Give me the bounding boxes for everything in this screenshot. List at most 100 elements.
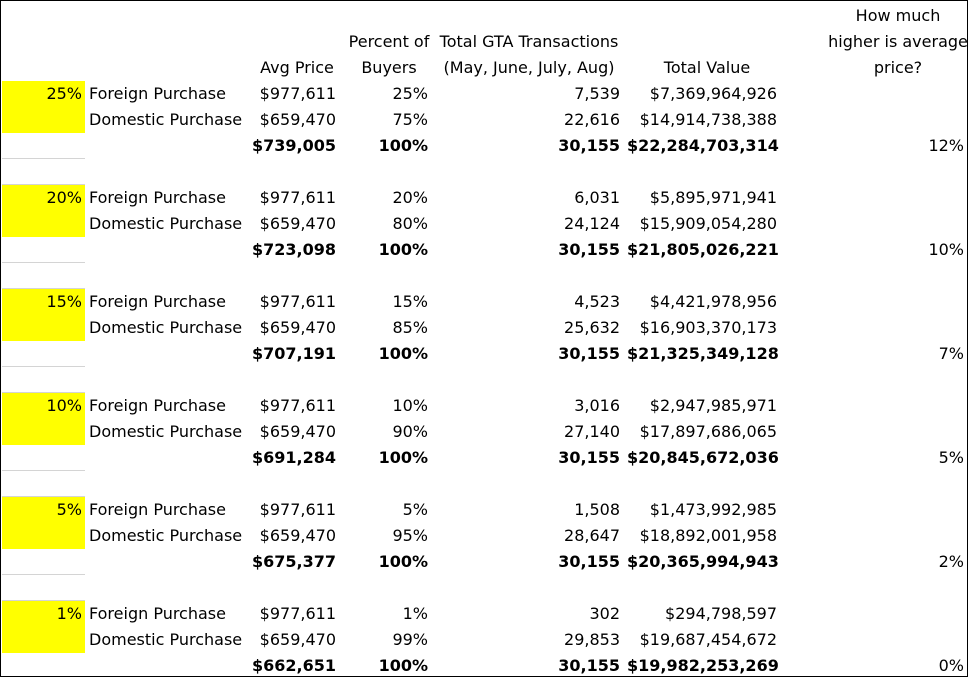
total-value-cell: $17,897,686,065 (639, 422, 777, 441)
higher-price-percent: 2% (938, 552, 964, 571)
higher-price-percent: 0% (938, 656, 964, 675)
total-transactions: 30,155 (558, 136, 620, 155)
row-divider (2, 288, 85, 289)
row-divider (2, 184, 85, 185)
avg-price-cell: $659,470 (259, 422, 336, 441)
total-transactions: 30,155 (558, 448, 620, 467)
header-transactions-line2: (May, June, July, Aug) (443, 58, 615, 77)
total-value-cell: $15,909,054,280 (639, 214, 777, 233)
transactions-cell: 1,508 (574, 500, 620, 519)
total-value-cell: $16,903,370,173 (639, 318, 777, 337)
total-avg-price: $662,651 (251, 656, 336, 675)
row-divider (2, 574, 85, 575)
transactions-cell: 7,539 (574, 84, 620, 103)
avg-price-cell: $977,611 (259, 292, 336, 311)
transactions-cell: 4,523 (574, 292, 620, 311)
avg-price-cell: $977,611 (259, 396, 336, 415)
higher-price-percent: 10% (928, 240, 964, 259)
row-divider (2, 366, 85, 367)
transactions-cell: 24,124 (564, 214, 620, 233)
avg-price-cell: $659,470 (259, 110, 336, 129)
header-percent-line2: Buyers (361, 58, 417, 77)
total-value: $20,845,672,036 (627, 448, 779, 467)
total-transactions: 30,155 (558, 344, 620, 363)
total-percent: 100% (378, 136, 428, 155)
row-label: Foreign Purchase (89, 500, 226, 519)
header-total-value: Total Value (663, 58, 751, 77)
transactions-cell: 27,140 (564, 422, 620, 441)
scenario-highlight (2, 497, 85, 549)
row-label: Domestic Purchase (89, 318, 243, 337)
percent-cell: 20% (392, 188, 428, 207)
percent-cell: 1% (402, 604, 428, 623)
percent-cell: 90% (392, 422, 428, 441)
total-avg-price: $739,005 (251, 136, 336, 155)
percent-cell: 85% (392, 318, 428, 337)
scenario-highlight (2, 185, 85, 237)
total-avg-price: $707,191 (251, 344, 336, 363)
row-label: Domestic Purchase (89, 422, 243, 441)
transactions-cell: 302 (589, 604, 620, 623)
higher-price-percent: 7% (938, 344, 964, 363)
row-label: Foreign Purchase (89, 396, 226, 415)
row-divider (2, 496, 85, 497)
avg-price-cell: $977,611 (259, 500, 336, 519)
total-avg-price: $675,377 (251, 552, 336, 571)
scenario-percent: 20% (46, 188, 82, 207)
row-divider (2, 392, 85, 393)
row-label: Domestic Purchase (89, 214, 243, 233)
header-higher-line1: How much (855, 6, 941, 25)
row-label: Foreign Purchase (89, 188, 226, 207)
avg-price-cell: $977,611 (259, 84, 336, 103)
row-label: Foreign Purchase (89, 292, 226, 311)
transactions-cell: 29,853 (564, 630, 620, 649)
percent-cell: 99% (392, 630, 428, 649)
scenario-percent: 1% (56, 604, 82, 623)
percent-cell: 5% (402, 500, 428, 519)
scenario-percent: 10% (46, 396, 82, 415)
total-value-cell: $7,369,964,926 (649, 84, 777, 103)
total-value: $22,284,703,314 (627, 136, 779, 155)
percent-cell: 95% (392, 526, 428, 545)
transactions-cell: 3,016 (574, 396, 620, 415)
header-higher-line3: price? (873, 58, 923, 77)
total-value-cell: $5,895,971,941 (649, 188, 777, 207)
avg-price-cell: $977,611 (259, 604, 336, 623)
higher-price-percent: 5% (938, 448, 964, 467)
avg-price-cell: $977,611 (259, 188, 336, 207)
total-percent: 100% (378, 448, 428, 467)
scenario-highlight (2, 289, 85, 341)
total-value-cell: $2,947,985,971 (649, 396, 777, 415)
header-avg-price: Avg Price (260, 58, 334, 77)
total-percent: 100% (378, 344, 428, 363)
percent-cell: 10% (392, 396, 428, 415)
total-avg-price: $691,284 (251, 448, 336, 467)
row-label: Domestic Purchase (89, 110, 243, 129)
total-avg-price: $723,098 (251, 240, 336, 259)
avg-price-cell: $659,470 (259, 630, 336, 649)
avg-price-cell: $659,470 (259, 526, 336, 545)
percent-cell: 15% (392, 292, 428, 311)
total-value: $21,805,026,221 (627, 240, 779, 259)
row-label: Foreign Purchase (89, 604, 226, 623)
transactions-cell: 6,031 (574, 188, 620, 207)
total-value: $20,365,994,943 (627, 552, 779, 571)
total-transactions: 30,155 (558, 656, 620, 675)
higher-price-percent: 12% (928, 136, 964, 155)
scenario-percent: 5% (56, 500, 82, 519)
scenario-highlight (2, 81, 85, 133)
transactions-cell: 28,647 (564, 526, 620, 545)
header-transactions-line1: Total GTA Transactions (439, 32, 619, 51)
avg-price-cell: $659,470 (259, 318, 336, 337)
total-transactions: 30,155 (558, 240, 620, 259)
header-percent-line1: Percent of (348, 32, 430, 51)
scenario-percent: 15% (46, 292, 82, 311)
total-value: $21,325,349,128 (627, 344, 779, 363)
row-label: Domestic Purchase (89, 526, 243, 545)
row-label: Domestic Purchase (89, 630, 243, 649)
header-higher-line2: higher is average (828, 32, 968, 51)
percent-cell: 75% (392, 110, 428, 129)
row-label: Foreign Purchase (89, 84, 226, 103)
total-percent: 100% (378, 552, 428, 571)
